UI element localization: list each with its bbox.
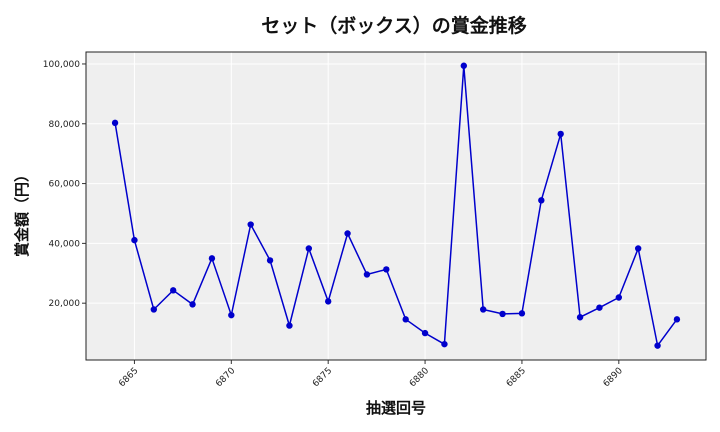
x-tick-label: 6865 — [117, 366, 140, 389]
x-tick-label: 6880 — [408, 366, 431, 389]
chart-title: セット（ボックス）の賞金推移 — [261, 14, 526, 37]
grid-lines — [86, 52, 706, 360]
data-point — [228, 311, 235, 319]
x-tick-label: 6885 — [505, 366, 528, 389]
data-point — [460, 62, 468, 69]
y-tick-label: 40,000 — [49, 239, 81, 249]
data-point — [344, 230, 351, 237]
x-tick-label: 6870 — [214, 366, 237, 389]
data-point — [654, 342, 661, 349]
data-point — [266, 257, 274, 264]
data-point — [557, 130, 564, 138]
data-point — [363, 271, 371, 278]
data-point — [111, 119, 119, 127]
plot-area — [86, 52, 706, 360]
data-point — [576, 314, 584, 321]
series-layer — [111, 62, 681, 349]
data-point — [615, 294, 623, 301]
y-tick-label: 100,000 — [43, 60, 80, 70]
data-point — [402, 316, 409, 323]
y-tick-label: 80,000 — [49, 120, 81, 130]
data-point — [247, 221, 254, 228]
y-tick-label: 60,000 — [49, 180, 81, 190]
data-point — [131, 236, 138, 244]
x-axis-label: 抽選回号 — [366, 399, 426, 417]
y-tick-label: 20,000 — [49, 299, 81, 309]
data-point — [499, 310, 506, 318]
data-point — [538, 197, 545, 204]
data-point — [208, 255, 216, 262]
data-point — [441, 340, 448, 348]
data-point — [383, 266, 390, 273]
data-point — [518, 310, 526, 317]
plot-frame — [85, 51, 707, 361]
data-point — [596, 304, 603, 311]
data-point — [479, 306, 487, 313]
x-tick-label: 6890 — [602, 366, 625, 389]
data-point — [286, 322, 293, 329]
data-point — [305, 245, 313, 252]
data-point — [673, 316, 681, 323]
data-point — [189, 301, 196, 308]
data-point — [421, 329, 429, 337]
data-point — [150, 306, 158, 313]
y-axis-label: 賞金額（円） — [13, 167, 31, 257]
data-point — [169, 287, 177, 294]
x-tick-label: 6875 — [311, 366, 334, 389]
data-point — [324, 298, 332, 305]
series-line — [114, 65, 678, 348]
data-point — [634, 245, 642, 252]
